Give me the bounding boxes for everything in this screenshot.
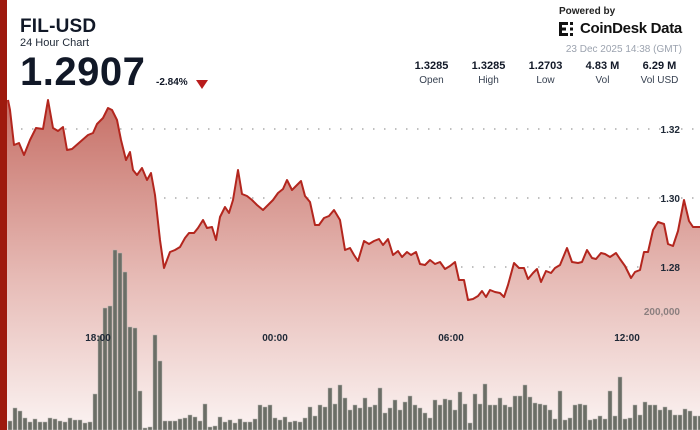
stats-row: 1.3285 Open 1.3285 High 1.2703 Low 4.83 …	[403, 60, 688, 86]
current-price: 1.2907	[20, 50, 146, 94]
coindesk-logo-icon	[559, 21, 573, 36]
x-tick-label: 12:00	[614, 333, 640, 344]
timestamp: 23 Dec 2025 14:38 (GMT)	[565, 44, 682, 55]
down-arrow-icon	[196, 80, 208, 89]
powered-by-label: Powered by	[559, 6, 616, 17]
x-tick-label: 06:00	[438, 333, 464, 344]
x-tick-label: 00:00	[262, 333, 288, 344]
stat-vol-usd: 6.29 M Vol USD	[631, 60, 688, 86]
x-axis-labels: 18:00 00:00 06:00 12:00	[85, 333, 640, 344]
y-tick-label: 1.30	[661, 194, 681, 205]
y-tick-label: 1.28	[661, 263, 681, 274]
price-line	[7, 99, 700, 301]
y-tick-label: 1.32	[661, 125, 681, 136]
stat-low: 1.2703 Low	[517, 60, 574, 86]
stat-value: 1.2703	[528, 60, 563, 72]
stat-label: Vol	[595, 75, 610, 86]
stat-high: 1.3285 High	[460, 60, 517, 86]
x-tick-label: 18:00	[85, 333, 111, 344]
y-axis-labels: 1.32 1.30 1.28 200,000	[644, 125, 681, 318]
stat-label: Low	[536, 75, 555, 86]
brand-name: CoinDesk Data	[580, 20, 682, 37]
price-area	[7, 100, 700, 430]
volume-tick-label: 200,000	[644, 307, 681, 318]
stat-value: 6.29 M	[642, 60, 677, 72]
stat-vol: 4.83 M Vol	[574, 60, 631, 86]
stat-label: High	[478, 75, 499, 86]
brand-logo: CoinDesk Data	[558, 20, 682, 37]
volume-bars	[7, 249, 700, 430]
stat-label: Vol USD	[640, 75, 679, 86]
stat-value: 1.3285	[471, 60, 506, 72]
accent-bar	[0, 0, 7, 430]
price-change: -2.84%	[156, 77, 188, 88]
symbol-title: FIL-USD	[20, 16, 97, 37]
stat-value: 4.83 M	[585, 60, 620, 72]
stat-open: 1.3285 Open	[403, 60, 460, 86]
chart-subtitle: 24 Hour Chart	[20, 37, 90, 49]
stat-label: Open	[419, 75, 444, 86]
stat-value: 1.3285	[414, 60, 449, 72]
